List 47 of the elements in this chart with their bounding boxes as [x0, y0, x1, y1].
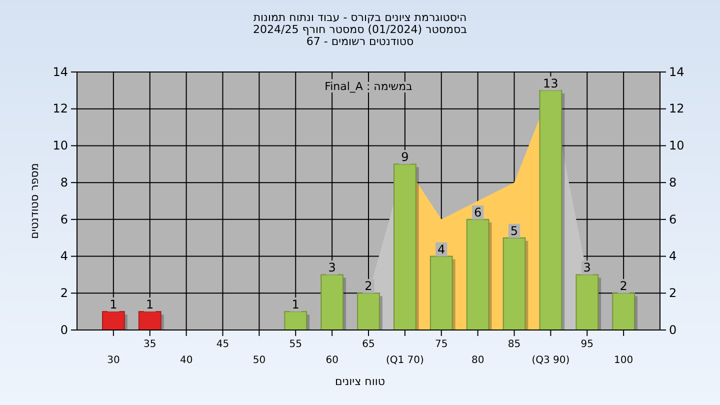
x-tick-label: 75	[435, 339, 448, 350]
data-label: 3	[328, 260, 336, 275]
data-label: 1	[146, 298, 154, 312]
x-tick-label: 40	[180, 355, 193, 366]
data-label: 6	[474, 205, 482, 220]
x-tick-label: 85	[508, 339, 521, 350]
x-tick-label: 30	[107, 355, 120, 366]
x-axis-title: טווח ציונים	[335, 375, 385, 388]
chart-title: היסטוגרמת ציונים בקורס - עבוד ונתוח תמונות	[253, 11, 467, 24]
x-tick-label: 80	[471, 355, 484, 366]
x-tick-label: 95	[580, 339, 594, 350]
data-label: 4	[438, 242, 446, 256]
y-tick-label: 12	[52, 102, 68, 116]
y-tick-label: 6	[60, 212, 68, 226]
x-tick-label: 50	[252, 355, 266, 366]
x-tick-label: 65	[362, 339, 375, 350]
data-label: 2	[620, 279, 628, 294]
data-label: 1	[292, 298, 300, 312]
y-axis-title: מספר סטודנטים	[28, 163, 41, 239]
y-tick-label: 0	[60, 322, 68, 337]
x-tick-label: 55	[289, 339, 302, 350]
x-tick-label: 35	[144, 339, 156, 350]
data-label: 5	[510, 224, 518, 238]
y2-tick-label: 10	[669, 138, 684, 153]
y-tick-label: 10	[52, 138, 68, 153]
x-tick-label: 60	[326, 355, 338, 366]
data-label: 2	[364, 279, 372, 294]
data-label: 1	[110, 298, 118, 312]
y-tick-label: 8	[60, 175, 68, 190]
x-tick-label: 45	[216, 339, 230, 350]
x-tick-label: 100	[614, 355, 634, 366]
data-label: 3	[583, 260, 591, 275]
y-tick-label: 2	[60, 286, 68, 300]
y2-tick-label: 0	[669, 322, 677, 337]
x-tick-label: (Q3 90)	[532, 355, 570, 366]
y2-tick-label: 14	[669, 64, 684, 79]
y2-tick-label: 2	[669, 286, 677, 300]
chart-subtitle: בסמסטר (01/2024) סמסטר חורף 2024/25 סטודנטים רשומים - 67	[253, 23, 467, 48]
x-tick-label: (Q1 70)	[386, 355, 424, 366]
y-tick-label: 14	[52, 64, 68, 79]
y2-tick-label: 4	[669, 249, 677, 264]
data-label: 13	[543, 76, 558, 90]
y2-tick-label: 8	[669, 175, 677, 190]
y2-tick-label: 6	[669, 212, 677, 226]
y2-tick-label: 12	[669, 102, 684, 116]
data-label: 9	[401, 150, 409, 164]
y-tick-label: 4	[60, 249, 68, 264]
